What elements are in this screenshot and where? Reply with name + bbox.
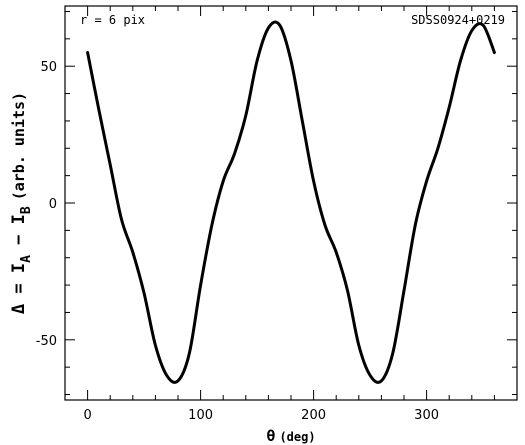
annotation-radius: r = 6 pix — [80, 13, 145, 27]
y-axis-sub-b: B — [19, 206, 34, 214]
x-tick-label: 200 — [301, 408, 326, 423]
y-tick-label: -50 — [36, 334, 57, 349]
y-axis-lhs: Δ = I — [9, 263, 29, 314]
y-axis-label: Δ = IA − IB (arb. units) — [9, 92, 34, 314]
annotation-object: SDSS0924+0219 — [411, 13, 505, 27]
x-axis-symbol: θ — [266, 427, 275, 445]
y-tick-label: 0 — [49, 197, 57, 212]
y-tick-label: 50 — [40, 60, 57, 75]
x-tick-label: 300 — [414, 408, 439, 423]
x-tick-label: 100 — [188, 408, 213, 423]
y-axis-sub-a: A — [19, 255, 34, 263]
plot-frame — [64, 5, 518, 401]
y-axis-minus: − I — [9, 214, 29, 255]
x-axis-label: θ (deg) — [266, 427, 315, 445]
series-line — [86, 20, 496, 384]
x-tick-label: 0 — [83, 408, 91, 423]
y-axis-unit: (arb. units) — [10, 92, 28, 200]
tick-labels: 0 100 200 300 -50 0 50 — [36, 60, 439, 423]
axis-ticks — [64, 6, 518, 400]
x-axis-unit: (deg) — [279, 430, 315, 444]
